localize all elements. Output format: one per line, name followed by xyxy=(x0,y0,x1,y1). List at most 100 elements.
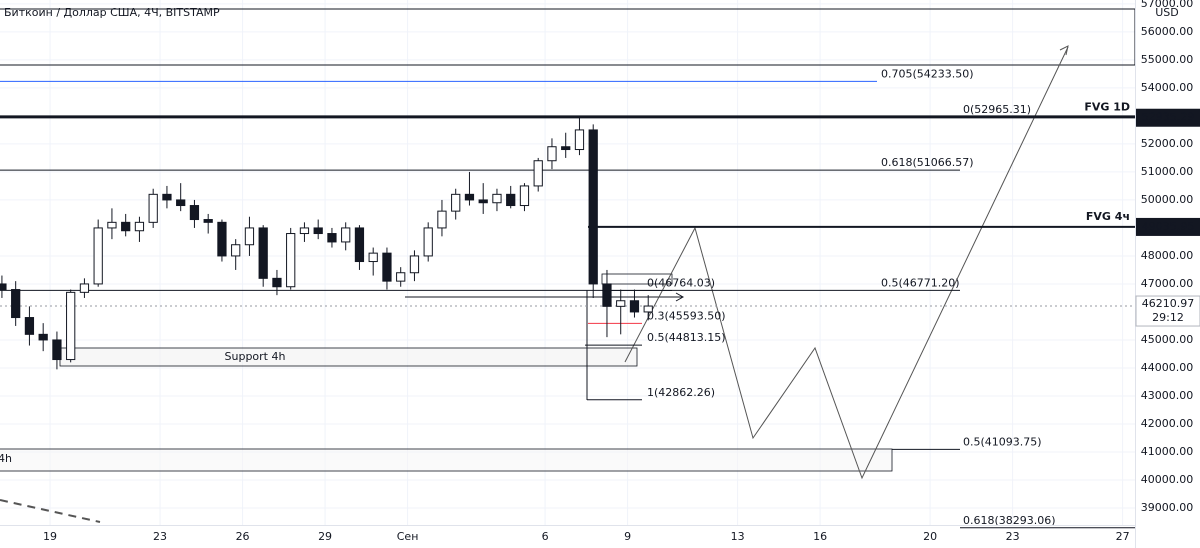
level-label: 0(46764.03) xyxy=(647,277,715,290)
candle-body xyxy=(409,255,420,274)
fvg-label: FVG 4ч xyxy=(1086,210,1130,223)
y-tick-label: 52000.00 xyxy=(1141,137,1194,150)
y-tick-label: 57000.00 xyxy=(1141,0,1194,10)
candle-body xyxy=(602,283,612,307)
candle-body xyxy=(423,227,433,257)
zone-label: 4h xyxy=(0,452,12,465)
candle-body xyxy=(244,227,255,246)
y-tick-label: 40000.00 xyxy=(1141,473,1194,486)
y-tick-label: 39000.00 xyxy=(1141,501,1194,514)
candle-body xyxy=(203,219,213,223)
y-tick-label: 56000.00 xyxy=(1141,25,1194,38)
y-tick-label: 55000.00 xyxy=(1141,53,1194,66)
y-tick-label: 50000.00 xyxy=(1141,193,1194,206)
candle-body xyxy=(134,221,145,232)
y-tick-label: 54000.00 xyxy=(1141,81,1194,94)
candle-body xyxy=(272,277,282,288)
y-tick-label: 45000.00 xyxy=(1141,333,1194,346)
candle-body xyxy=(313,227,323,235)
candle-body xyxy=(107,221,117,229)
candle-body xyxy=(299,227,310,235)
candle-body xyxy=(561,146,571,151)
trend-line xyxy=(0,499,101,523)
y-tick-label: 43000.00 xyxy=(1141,389,1194,402)
price-tag-label: 49035.95 xyxy=(1142,220,1195,233)
price-axis xyxy=(1135,0,1200,548)
currency: USD xyxy=(1155,6,1179,19)
level-label: 0.5(44813.15) xyxy=(647,331,726,344)
candle-body xyxy=(162,193,172,201)
candle-body xyxy=(616,300,626,307)
candle-body xyxy=(533,160,543,187)
candle-body xyxy=(189,205,200,221)
zone-label: Support 4h xyxy=(225,350,286,363)
x-tick-label: 6 xyxy=(542,530,549,543)
x-tick-label: 9 xyxy=(624,530,631,543)
candle-body xyxy=(629,300,640,313)
chart-title: Биткоин / Доллар США, 4Ч, BITSTAMP xyxy=(4,6,220,19)
candle-body xyxy=(121,221,131,232)
candle-body xyxy=(519,185,530,207)
price-tag xyxy=(1136,108,1200,127)
candle-body xyxy=(547,146,557,162)
candle-body xyxy=(464,193,475,201)
level-label: 0.5(41093.75) xyxy=(963,435,1042,448)
arrow-head xyxy=(1059,45,1069,56)
support-zone xyxy=(59,347,638,367)
fvg-label: FVG 1D xyxy=(1084,101,1130,114)
current-price: 46210.97 xyxy=(1142,297,1195,310)
candle-body xyxy=(38,333,48,341)
candle-body xyxy=(451,193,461,212)
candle-body xyxy=(327,233,337,243)
candle-body xyxy=(341,227,351,243)
candle-body xyxy=(93,227,103,285)
grid xyxy=(0,0,1135,525)
candle-body xyxy=(217,221,227,257)
candle-body xyxy=(506,193,516,207)
candle-body xyxy=(66,291,76,361)
candle-body xyxy=(231,244,241,257)
x-tick-label: Сен xyxy=(397,530,419,543)
level-label: 0.5(46771.20) xyxy=(881,276,960,289)
candle-body xyxy=(176,199,186,207)
levels: 0.705(54233.50) 0(52965.31) 0.618(51066.57… xyxy=(0,67,1135,529)
y-tick-label: 51000.00 xyxy=(1141,165,1194,178)
range-box xyxy=(601,273,673,285)
x-tick-label: 23 xyxy=(153,530,167,543)
arrow-head xyxy=(675,292,685,302)
y-tick-label: 44000.00 xyxy=(1141,361,1194,374)
level-label: 0(52965.31) xyxy=(963,103,1031,116)
candle-body xyxy=(396,272,406,282)
x-tick-label: 26 xyxy=(236,530,250,543)
support-zone xyxy=(0,448,893,472)
candle-body xyxy=(79,283,90,293)
price-tag xyxy=(1136,217,1200,236)
x-tick-label: 27 xyxy=(1116,530,1130,543)
x-tick-label: 23 xyxy=(1006,530,1020,543)
y-tick-label: 47000.00 xyxy=(1141,277,1194,290)
candle-body xyxy=(588,129,598,285)
x-tick-label: 13 xyxy=(731,530,745,543)
price-tag-label: 52935.29 xyxy=(1142,111,1195,124)
candle-body xyxy=(437,210,447,229)
countdown: 29:12 xyxy=(1152,311,1184,324)
candle-body xyxy=(574,129,585,151)
x-tick-label: 29 xyxy=(318,530,332,543)
candle-body xyxy=(258,227,268,279)
projection-path xyxy=(624,46,1069,480)
candles xyxy=(0,117,653,370)
candle-body xyxy=(368,252,378,263)
y-tick-label: 42000.00 xyxy=(1141,417,1194,430)
x-tick-label: 20 xyxy=(923,530,937,543)
candle-body xyxy=(286,233,296,288)
candle-body xyxy=(24,317,35,335)
y-tick-label: 48000.00 xyxy=(1141,249,1194,262)
x-tick-label: 19 xyxy=(43,530,57,543)
candle-body xyxy=(52,339,62,361)
candle-body xyxy=(11,289,21,319)
level-label: 0.3(45593.50) xyxy=(647,309,726,322)
axes: 57000.00 56000.00 55000.00 54000.00 52000.00… xyxy=(43,0,1200,543)
candle-body xyxy=(478,199,488,204)
current-price-tag xyxy=(1135,295,1200,327)
